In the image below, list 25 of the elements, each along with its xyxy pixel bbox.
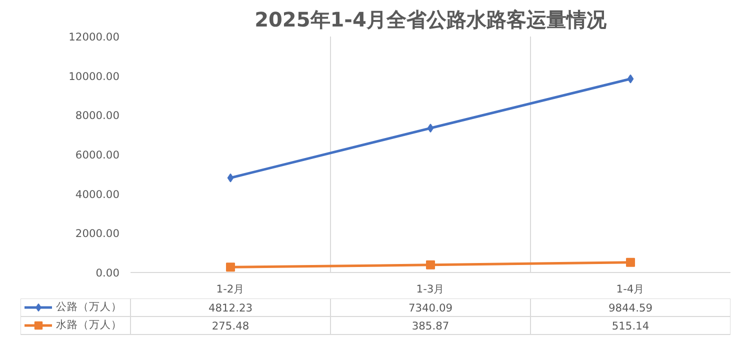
point — [626, 258, 635, 267]
y-tick-label: 8000.00 — [75, 109, 120, 122]
data-label: 275.48 — [212, 320, 250, 332]
x-tick-label: 1-3月 — [416, 282, 445, 296]
data-label: 7340.09 — [408, 302, 453, 314]
x-tick-label: 1-4月 — [616, 282, 645, 296]
y-tick-label: 0.00 — [96, 266, 120, 280]
y-tick-label: 10000.00 — [68, 70, 120, 83]
legend-label: 水路（万人） — [56, 317, 122, 333]
data-label: 385.87 — [412, 320, 450, 332]
data-label: 515.14 — [612, 320, 650, 332]
legend-label: 公路（万人） — [56, 299, 122, 315]
x-tick-label: 1-2月 — [216, 282, 245, 296]
data-label: 4812.23 — [208, 302, 253, 314]
chart-title: 2025年1-4月全省公路水路客运量情况 — [254, 8, 608, 32]
y-tick-label: 2000.00 — [75, 227, 120, 240]
point — [427, 124, 434, 133]
point — [227, 173, 234, 182]
point — [226, 262, 235, 272]
point — [627, 74, 634, 84]
y-tick-label: 12000.00 — [68, 30, 120, 44]
point — [426, 260, 435, 270]
y-tick-label: 4000.00 — [75, 188, 120, 201]
data-label: 9844.59 — [608, 302, 653, 314]
y-tick-label: 6000.00 — [75, 148, 120, 162]
